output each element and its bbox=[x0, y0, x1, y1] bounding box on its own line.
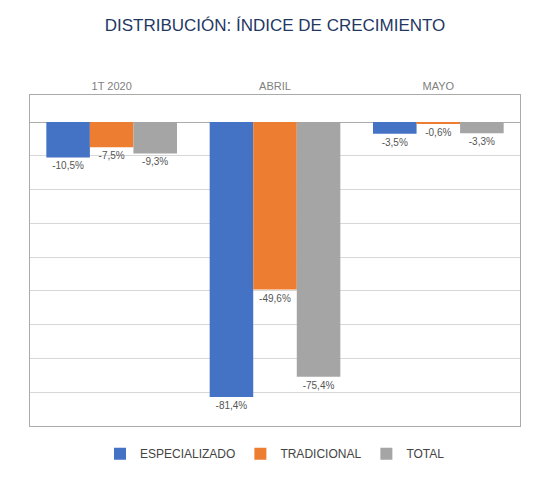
svg-text:MAYO: MAYO bbox=[423, 80, 455, 92]
svg-text:-3,5%: -3,5% bbox=[382, 137, 408, 148]
svg-text:-3,3%: -3,3% bbox=[469, 136, 495, 147]
svg-text:-10,5%: -10,5% bbox=[52, 160, 84, 171]
svg-text:-81,4%: -81,4% bbox=[216, 400, 248, 411]
svg-text:-7,5%: -7,5% bbox=[99, 150, 125, 161]
svg-text:-75,4%: -75,4% bbox=[303, 380, 335, 391]
svg-text:TOTAL: TOTAL bbox=[406, 447, 444, 461]
svg-text:ABRIL: ABRIL bbox=[259, 80, 291, 92]
svg-text:ESPECIALIZADO: ESPECIALIZADO bbox=[140, 447, 235, 461]
svg-text:TRADICIONAL: TRADICIONAL bbox=[280, 447, 361, 461]
svg-text:-0,6%: -0,6% bbox=[425, 127, 451, 138]
svg-text:-9,3%: -9,3% bbox=[142, 156, 168, 167]
svg-text:-49,6%: -49,6% bbox=[259, 293, 291, 304]
svg-text:1T 2020: 1T 2020 bbox=[92, 80, 132, 92]
svg-text:DISTRIBUCIÓN: ÍNDICE DE CRECIM: DISTRIBUCIÓN: ÍNDICE DE CRECIMIENTO bbox=[105, 16, 446, 35]
